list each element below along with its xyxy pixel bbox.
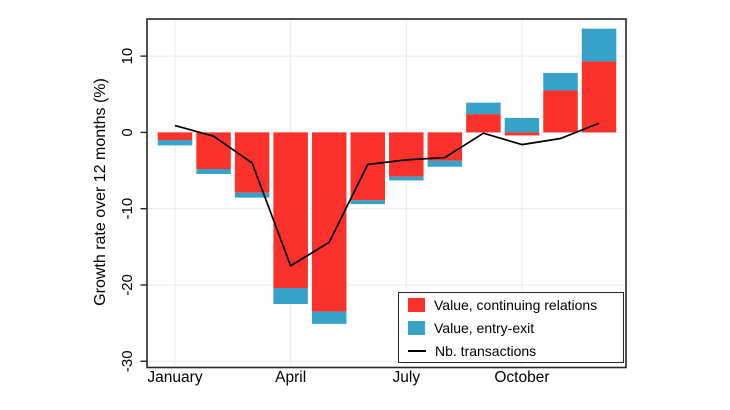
bar-value-entry-exit [234, 192, 270, 198]
x-tick-label: January [147, 369, 202, 386]
bar-value-continuing [311, 132, 347, 312]
legend-row-continuing: Value, continuing relations [408, 295, 623, 314]
x-tick-label: July [393, 369, 421, 386]
legend-row-transactions: Nb. transactions [408, 341, 623, 360]
bar-value-entry-exit [504, 117, 540, 133]
legend: Value, continuing relations Value, entry… [398, 292, 624, 363]
y-tick-label: 10 [119, 48, 136, 65]
y-tick-label: -10 [119, 198, 136, 220]
bar-value-continuing [466, 114, 501, 133]
legend-swatch-line-icon [408, 349, 426, 352]
legend-label-entry-exit: Value, entry-exit [434, 319, 535, 336]
bar-value-entry-exit [157, 140, 193, 146]
x-tick-label: October [494, 369, 549, 386]
bar-value-entry-exit [196, 169, 231, 174]
bar-value-entry-exit [466, 102, 501, 115]
bar-value-entry-exit [389, 176, 424, 181]
x-tick-label: April [275, 369, 306, 386]
bar-value-entry-exit [311, 311, 347, 324]
bar-value-continuing [543, 90, 578, 133]
bar-value-continuing [427, 132, 463, 161]
y-tick-label: 0 [119, 128, 136, 136]
legend-label-transactions: Nb. transactions [435, 342, 537, 359]
legend-swatch-entry-exit [408, 320, 425, 335]
bar-value-continuing [157, 132, 193, 141]
bar-value-continuing [581, 61, 617, 133]
bar-value-entry-exit [273, 288, 308, 305]
bar-value-continuing [273, 132, 308, 289]
bar-value-continuing [196, 132, 231, 170]
bar-value-entry-exit [350, 200, 385, 205]
bar-value-entry-exit [427, 160, 463, 167]
y-tick-label: -20 [119, 274, 136, 296]
legend-label-continuing: Value, continuing relations [434, 296, 598, 313]
transactions-line [174, 122, 600, 267]
y-axis-title: Growth rate over 12 months (%) [92, 78, 109, 306]
y-tick-label: -30 [119, 350, 136, 372]
plot-frame [146, 18, 627, 369]
bar-value-entry-exit [581, 28, 617, 62]
legend-swatch-continuing [408, 297, 425, 312]
bar-value-entry-exit [543, 72, 578, 91]
bar-value-continuing [504, 132, 540, 136]
legend-row-entry-exit: Value, entry-exit [408, 318, 623, 337]
bar-value-continuing [389, 132, 424, 177]
